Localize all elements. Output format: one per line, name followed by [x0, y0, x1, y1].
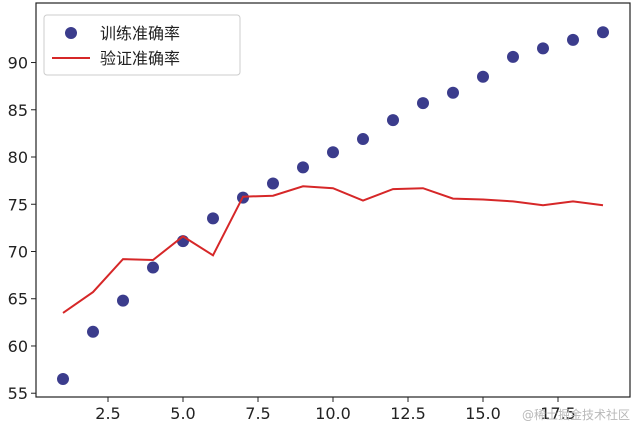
data-point-training	[567, 33, 579, 46]
data-point-training	[117, 294, 129, 307]
data-point-training	[477, 70, 489, 83]
y-tick-label: 75	[8, 195, 28, 214]
y-tick-label: 80	[8, 148, 28, 167]
y-tick-label: 85	[8, 101, 28, 120]
x-tick-label: 2.5	[95, 404, 120, 423]
data-point-training	[447, 86, 459, 99]
legend-box	[43, 14, 241, 76]
x-tick-label: 5.0	[170, 404, 195, 423]
data-point-training	[537, 42, 549, 55]
data-point-training	[327, 146, 339, 159]
legend-label: 验证准确率	[100, 49, 180, 68]
x-tick-label: 15.0	[465, 404, 501, 423]
data-point-training	[417, 97, 429, 110]
y-tick-label: 65	[8, 290, 28, 309]
data-point-training	[57, 373, 69, 386]
watermark: @稀土掘金技术社区	[521, 408, 630, 422]
data-point-training	[597, 26, 609, 39]
y-tick-label: 55	[8, 384, 28, 403]
data-point-training	[87, 325, 99, 338]
x-tick-label: 17.5	[540, 404, 576, 423]
x-tick-label: 7.5	[245, 404, 270, 423]
data-point-training	[357, 133, 369, 146]
y-tick-label: 90	[8, 54, 28, 73]
data-point-training	[507, 50, 519, 63]
data-point-training	[387, 114, 399, 127]
data-point-training	[297, 161, 309, 174]
x-tick-label: 12.5	[390, 404, 426, 423]
data-point-training	[147, 261, 159, 274]
data-point-training	[267, 177, 279, 190]
y-tick-label: 70	[8, 242, 28, 261]
data-point-training	[207, 212, 219, 225]
legend-label: 训练准确率	[100, 24, 180, 43]
series-line-validation	[62, 185, 604, 314]
legend-dot-marker	[65, 27, 77, 39]
y-tick-label: 60	[8, 337, 28, 356]
x-tick-label: 10.0	[315, 404, 351, 423]
